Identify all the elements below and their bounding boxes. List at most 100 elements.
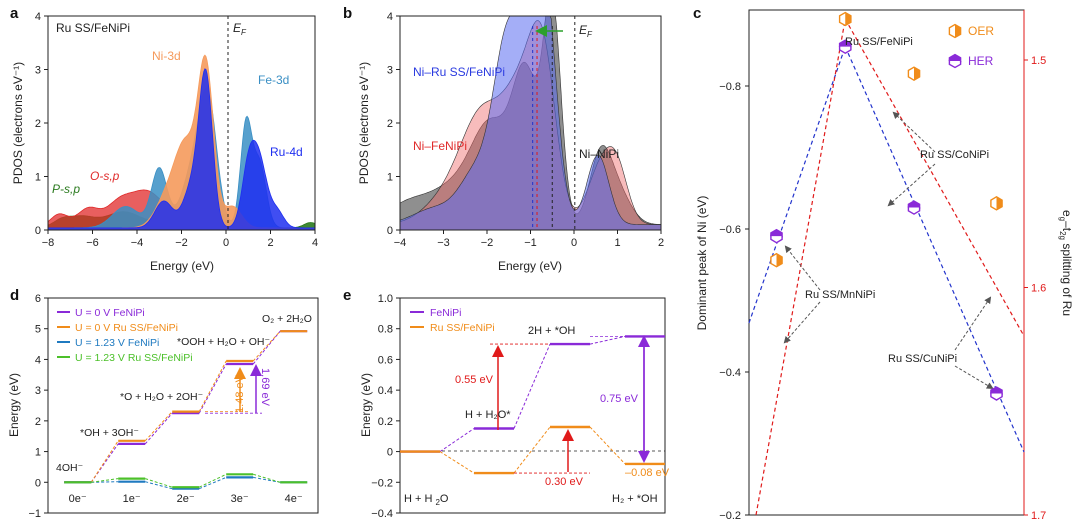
e-connector-purple [589,335,626,345]
panel-e-letter: e [343,287,351,304]
d-connector-blue [91,481,119,483]
oer-trend-left [755,18,846,516]
panel-a-title: Ru SS/FeNiPi [56,21,130,35]
leader-mn-her [784,245,821,291]
panel-d-steps [64,330,308,490]
d-connector-purple [198,363,227,414]
a-xtick-label: −8 [42,237,55,249]
panel-b-fermi-e: E [579,23,588,37]
panel-c-ylabel-right-e: e [1060,210,1074,217]
leader-mn-oer [783,301,821,344]
e-ytick-label: 1.0 [378,293,393,305]
d-species-label: *O + H₂O + 2OH⁻ [120,391,204,403]
label-nini: Ni–NiPi [579,147,619,161]
d-legend-label-orange: U = 0 V Ru SS/FeNiPi [75,322,178,334]
d-ytick-label: −1 [28,508,41,520]
leader-co-her [887,163,936,207]
e-label-m008: –0.08 eV [625,467,670,479]
e-connector-purple [513,343,551,429]
e-species-1: H + H₂O* [465,409,511,421]
d-connector-green [198,473,227,488]
a-ytick-label: 4 [35,11,41,23]
d-category-label: 3e⁻ [231,493,249,505]
e-legend-label-purple: FeNiPi [430,307,462,319]
e-ytick-label: 0.8 [378,324,393,336]
panel-d-species: 4OH⁻ *OH + 3OH⁻ *O + H₂O + 2OH⁻ *OOH + H₂O … [56,313,312,474]
panel-c-ylabel-right-sub1: g [1058,217,1067,221]
panel-d-ticks: −1 0 1 2 3 4 5 6 0e⁻ 1e⁻ 2e⁻ 3e⁻ 4e⁻ [28,293,302,520]
panel-d-ylabel: Energy (eV) [7,373,21,437]
e-species-0a: H + H [404,493,432,505]
legend-her-fill [948,54,962,65]
oer-trend-right [844,18,1025,337]
her-point-3-fill [990,387,1003,397]
b-xtick-label: 1 [614,237,620,249]
legend-oer-fill [955,24,961,38]
panel-c-legend: OER HER [948,23,994,69]
legend-oer-marker [948,23,962,39]
panel-a-fermi-sub: F [241,28,247,37]
b-xtick-label: −4 [394,237,407,249]
label-ru4d: Ru-4d [270,145,303,159]
label-osp: O-s,p [90,169,120,183]
oer-point-3-fill [996,196,1003,210]
panel-c-letter: c [693,5,701,22]
d-ytick-label: 0 [35,477,41,489]
d-ytick-label: 6 [35,293,41,305]
d-connector-purple [252,330,281,365]
panel-a-ticks: −8 −6 −4 −2 0 2 4 0 1 2 3 4 [35,11,318,249]
c-left-tick-label: −0.8 [719,81,741,93]
a-ytick-label: 0 [35,225,41,237]
panel-e: e FeNiPi Ru SS/FeNiPi −0.4 −0.2 0 0.2 0.4 0.6 0… [343,287,670,520]
b-xtick-label: −3 [437,237,450,249]
panel-a-fermi-label: EF [233,21,247,37]
b-ytick-label: 1 [387,172,393,184]
d-connector-orange [198,360,227,412]
d-legend-label-blue: U = 1.23 V FeNiPi [75,337,159,349]
c-left-tick-label: −0.4 [719,367,741,379]
a-ytick-label: 2 [35,118,41,130]
legend-her-marker [948,53,962,69]
panel-c-ylabel-right: eg–t2g splitting of Ru [1058,210,1074,316]
e-connector-orange [589,426,626,465]
a-xtick-label: 4 [312,237,318,249]
label-c-cu: Ru SS/CuNiPi [888,353,957,365]
e-label-030: 0.30 eV [545,476,584,488]
e-connector-orange [439,451,475,474]
e-label-075: 0.75 eV [600,393,639,405]
panel-a-areas [47,54,316,231]
panel-e-steps [400,335,665,475]
a-xtick-label: −6 [86,237,99,249]
e-label-055: 0.55 eV [455,374,494,386]
e-ytick-label: 0 [387,447,393,459]
e-connector-orange [513,426,551,474]
panel-a-fermi-e: E [233,21,242,35]
d-category-label: 0e⁻ [69,493,87,505]
panel-e-frame [399,297,666,514]
b-xtick-label: −1 [524,237,537,249]
panel-c-ticks: −0.8 −0.6 −0.4 −0.2 1.5 1.6 1.7 [719,55,1046,522]
c-right-tick-label: 1.5 [1031,55,1046,67]
e-species-0: H + H 2O [404,493,449,507]
panel-e-legend: FeNiPi Ru SS/FeNiPi [410,307,495,334]
leader-cu-oer [954,296,992,351]
d-connector-orange [144,411,173,442]
d-legend-label-green: U = 1.23 V Ru SS/FeNiPi [75,352,193,364]
e-ytick-label: 0.4 [378,385,393,397]
d-connector-orange [252,330,281,362]
e-species-2: 2H + *OH [528,325,575,337]
e-species-0b: 2 [435,498,440,507]
a-ytick-label: 3 [35,65,41,77]
c-right-tick-label: 1.7 [1031,510,1046,522]
b-xtick-label: 0 [571,237,577,249]
label-c-mn: Ru SS/MnNiPi [805,289,875,301]
d-ytick-label: 3 [35,385,41,397]
oer-point-0-fill [776,253,783,267]
label-c-co: Ru SS/CoNiPi [920,149,989,161]
d-connector-blue [145,481,173,490]
panel-c-ylabel-left: Dominant peak of Ni (eV) [695,196,709,331]
d-species-label: *OOH + H₂O + OH⁻ [177,336,271,348]
oer-point-2-fill [914,67,920,81]
e-connector-purple [439,428,475,453]
